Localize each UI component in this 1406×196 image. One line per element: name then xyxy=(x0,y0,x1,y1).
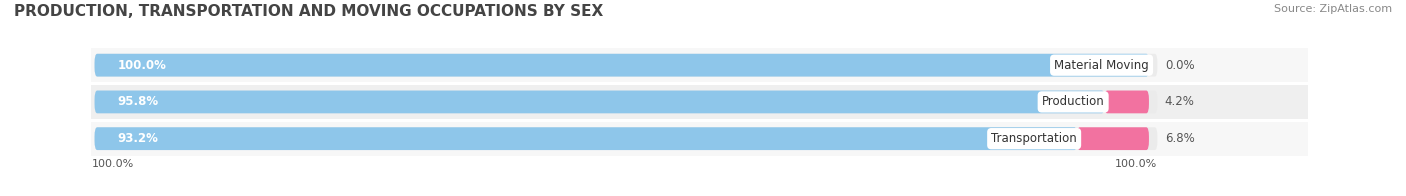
Text: 93.2%: 93.2% xyxy=(118,132,159,145)
Text: PRODUCTION, TRANSPORTATION AND MOVING OCCUPATIONS BY SEX: PRODUCTION, TRANSPORTATION AND MOVING OC… xyxy=(14,4,603,19)
FancyBboxPatch shape xyxy=(94,54,1149,77)
FancyBboxPatch shape xyxy=(91,48,1308,82)
FancyBboxPatch shape xyxy=(94,127,1157,150)
FancyBboxPatch shape xyxy=(94,91,1157,113)
FancyBboxPatch shape xyxy=(94,54,1157,77)
FancyBboxPatch shape xyxy=(91,122,1308,156)
FancyBboxPatch shape xyxy=(94,91,1105,113)
Text: Source: ZipAtlas.com: Source: ZipAtlas.com xyxy=(1274,4,1392,14)
Text: 95.8%: 95.8% xyxy=(118,95,159,108)
Text: 4.2%: 4.2% xyxy=(1164,95,1195,108)
FancyBboxPatch shape xyxy=(1077,127,1149,150)
Text: 6.8%: 6.8% xyxy=(1164,132,1195,145)
Text: Production: Production xyxy=(1042,95,1105,108)
Text: 100.0%: 100.0% xyxy=(118,59,167,72)
Text: 0.0%: 0.0% xyxy=(1164,59,1195,72)
Text: 100.0%: 100.0% xyxy=(91,159,134,169)
Text: Transportation: Transportation xyxy=(991,132,1077,145)
Text: 100.0%: 100.0% xyxy=(1115,159,1157,169)
FancyBboxPatch shape xyxy=(91,85,1308,119)
Text: Material Moving: Material Moving xyxy=(1054,59,1149,72)
FancyBboxPatch shape xyxy=(1105,91,1149,113)
FancyBboxPatch shape xyxy=(94,127,1077,150)
